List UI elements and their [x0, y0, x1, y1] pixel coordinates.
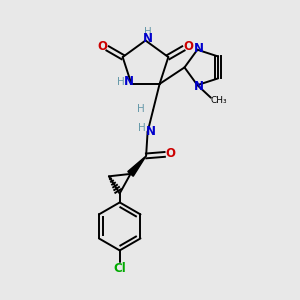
Text: H: H [138, 123, 146, 133]
Text: N: N [143, 32, 153, 46]
Text: N: N [194, 80, 204, 93]
Text: N: N [123, 75, 134, 88]
Text: O: O [97, 40, 107, 53]
Text: N: N [194, 42, 204, 55]
Text: Cl: Cl [113, 262, 126, 275]
Text: H: H [136, 104, 144, 114]
Text: O: O [184, 40, 194, 53]
Text: CH₃: CH₃ [211, 96, 228, 105]
Text: H: H [117, 76, 125, 86]
Text: N: N [146, 125, 156, 138]
Polygon shape [128, 156, 146, 176]
Text: H: H [144, 27, 152, 37]
Text: O: O [166, 147, 176, 160]
